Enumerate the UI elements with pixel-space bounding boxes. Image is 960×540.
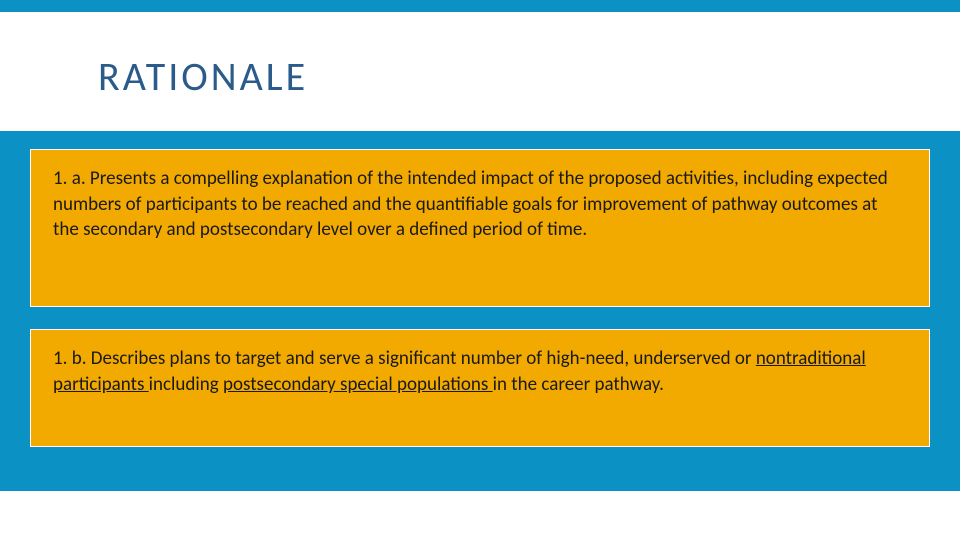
content-band: 1. a. Presents a compelling explanation … [0,131,960,491]
item-text: Presents a compelling explanation of the… [53,167,888,241]
rationale-item-1a: 1. a. Presents a compelling explanation … [30,149,930,307]
page-title: RATIONALE [98,52,960,101]
item-prefix: 1. b. [53,347,91,370]
item-prefix: 1. a. [53,167,90,190]
underlined-term: postsecondary special populations [223,373,493,396]
item-text-part: including [149,373,223,396]
item-text-part: Describes plans to target and serve a si… [91,347,756,370]
title-container: RATIONALE [0,12,960,131]
top-accent-bar [0,0,960,12]
rationale-item-1b: 1. b. Describes plans to target and serv… [30,329,930,447]
item-text-part: in the career pathway. [493,373,664,396]
